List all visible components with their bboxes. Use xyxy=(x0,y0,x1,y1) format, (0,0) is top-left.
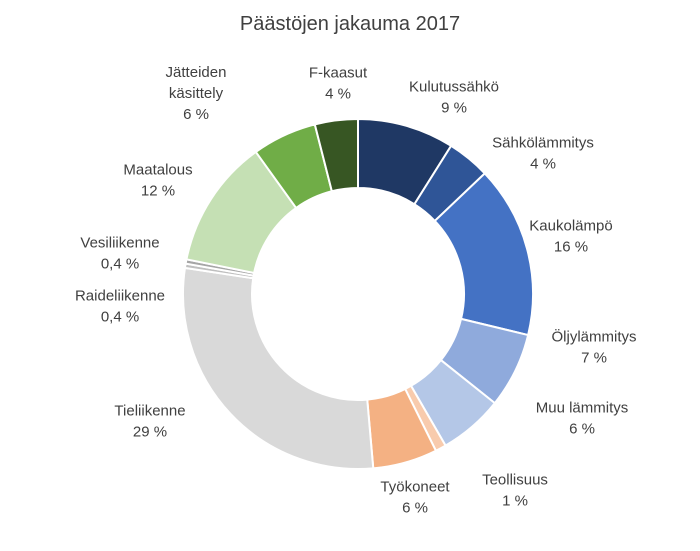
category-label: Sähkölämmitys xyxy=(492,135,594,152)
category-label: Kulutussähkö xyxy=(409,79,499,96)
label-kulutussahko: Kulutussähkö 9 % xyxy=(409,79,499,117)
label-tyokoneet: Työkoneet 6 % xyxy=(380,479,450,517)
slice-tieliikenne xyxy=(182,266,375,470)
label-jatteiden-kasittely: Jätteiden käsittely 6 % xyxy=(166,64,227,123)
value-label: 7 % xyxy=(581,350,607,367)
category-label: Maatalous xyxy=(123,162,192,179)
value-label: 0,4 % xyxy=(101,309,139,326)
slice-f-kaasut xyxy=(313,117,359,193)
label-kaukolampo: Kaukolämpö 16 % xyxy=(529,218,612,256)
label-f-kaasut: F-kaasut 4 % xyxy=(309,65,368,103)
category-label: Öljylämmitys xyxy=(552,328,637,346)
donut-slices xyxy=(182,117,534,470)
category-label: Vesiliikenne xyxy=(80,235,159,252)
category-label: Muu lämmitys xyxy=(536,400,629,417)
value-label: 29 % xyxy=(133,424,167,441)
value-label: 4 % xyxy=(325,86,351,103)
value-label: 6 % xyxy=(402,500,428,517)
value-label: 4 % xyxy=(530,156,556,173)
value-label: 16 % xyxy=(554,239,588,256)
chart-title: Päästöjen jakauma 2017 xyxy=(240,13,460,35)
category-label: Jätteiden xyxy=(166,64,227,81)
value-label: 12 % xyxy=(141,183,175,200)
value-label: 6 % xyxy=(569,421,595,438)
category-label: Tieliikenne xyxy=(114,403,185,420)
label-tieliikenne: Tieliikenne 29 % xyxy=(114,403,185,441)
label-oljylammitys: Öljylämmitys 7 % xyxy=(552,328,637,367)
category-label: Raideliikenne xyxy=(75,288,165,305)
label-muu-lammitys: Muu lämmitys 6 % xyxy=(536,400,629,438)
category-label: käsittely xyxy=(169,85,224,102)
label-teollisuus: Teollisuus 1 % xyxy=(482,472,548,510)
value-label: 0,4 % xyxy=(101,256,139,273)
label-sahkolammitys: Sähkölämmitys 4 % xyxy=(492,135,594,173)
value-label: 6 % xyxy=(183,106,209,123)
category-label: Kaukolämpö xyxy=(529,218,612,235)
category-label: Teollisuus xyxy=(482,472,548,489)
category-label: F-kaasut xyxy=(309,65,368,82)
slice-labels: Kulutussähkö 9 % Sähkölämmitys 4 % Kaukolämp… xyxy=(75,64,637,517)
label-vesiliikenne: Vesiliikenne 0,4 % xyxy=(80,235,159,273)
label-maatalous: Maatalous 12 % xyxy=(123,162,192,200)
label-raideliikenne: Raideliikenne 0,4 % xyxy=(75,288,165,326)
value-label: 9 % xyxy=(441,100,467,117)
value-label: 1 % xyxy=(502,493,528,510)
category-label: Työkoneet xyxy=(380,479,450,496)
